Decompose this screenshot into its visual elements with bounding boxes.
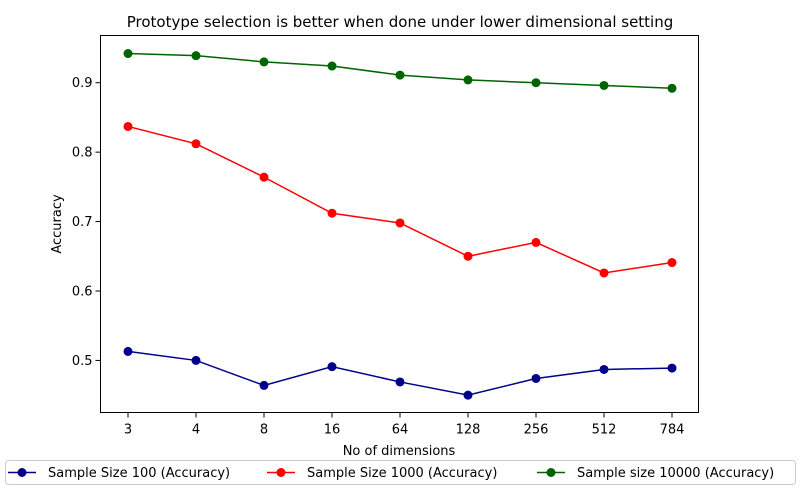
data-point <box>191 355 201 365</box>
y-tick-label: 0.6 <box>72 284 93 299</box>
data-point <box>327 362 337 372</box>
data-point <box>191 51 201 61</box>
data-point <box>531 78 541 88</box>
legend-marker <box>276 468 286 477</box>
data-point <box>667 83 677 93</box>
legend-label: Sample Size 100 (Accuracy) <box>48 466 230 481</box>
x-axis-label: No of dimensions <box>343 444 456 459</box>
data-point <box>531 237 541 247</box>
data-point <box>327 61 337 71</box>
legend-entry: Sample Size 100 (Accuracy) <box>8 466 230 481</box>
series-1 <box>123 346 677 400</box>
data-point <box>259 380 269 390</box>
series-layer <box>123 49 677 400</box>
y-axis-label: Accuracy <box>50 194 65 254</box>
x-tick-label: 8 <box>260 423 268 438</box>
series-line <box>127 350 673 396</box>
x-tick-label: 256 <box>524 423 549 438</box>
legend-marker <box>546 468 556 477</box>
y-tick-label: 0.5 <box>72 354 93 369</box>
series-3 <box>123 49 677 93</box>
legend-label: Sample size 10000 (Accuracy) <box>577 466 774 481</box>
data-point <box>599 80 609 90</box>
y-tick-label: 0.9 <box>72 76 93 91</box>
y-tick-label: 0.7 <box>72 215 93 230</box>
y-tick-label: 0.8 <box>72 146 93 161</box>
x-tick-label: 128 <box>456 423 481 438</box>
x-tick-label: 3 <box>124 423 132 438</box>
data-point <box>395 377 405 387</box>
data-point <box>599 268 609 278</box>
series-line <box>127 125 673 274</box>
data-point <box>395 70 405 80</box>
data-point <box>123 346 133 356</box>
legend-label: Sample Size 1000 (Accuracy) <box>307 466 497 481</box>
legend-entry: Sample Size 1000 (Accuracy) <box>267 466 497 481</box>
data-point <box>123 121 133 131</box>
data-point <box>667 363 677 373</box>
x-tick-label: 512 <box>592 423 617 438</box>
y-axis: 0.5 0.6 0.7 0.8 0.9 <box>72 76 101 369</box>
legend-marker <box>17 468 27 477</box>
x-tick-label: 64 <box>392 423 409 438</box>
series-2 <box>123 121 677 278</box>
chart-title: Prototype selection is better when done … <box>127 13 674 31</box>
data-point <box>667 258 677 268</box>
data-point <box>395 218 405 228</box>
data-point <box>463 390 473 400</box>
legend-entry: Sample size 10000 (Accuracy) <box>537 466 774 481</box>
data-point <box>123 49 133 59</box>
data-point <box>463 251 473 261</box>
data-point <box>599 364 609 374</box>
x-axis: 3 4 8 16 64 128 256 512 784 <box>124 412 685 438</box>
data-point <box>463 75 473 85</box>
legend: Sample Size 100 (Accuracy) Sample Size 10… <box>5 460 796 485</box>
data-point <box>191 139 201 149</box>
data-point <box>531 373 541 383</box>
x-tick-label: 16 <box>324 423 341 438</box>
data-point <box>259 57 269 67</box>
data-point <box>327 208 337 218</box>
x-tick-label: 4 <box>192 423 200 438</box>
legend-frame <box>5 460 796 485</box>
x-tick-label: 784 <box>660 423 685 438</box>
data-point <box>259 172 269 182</box>
